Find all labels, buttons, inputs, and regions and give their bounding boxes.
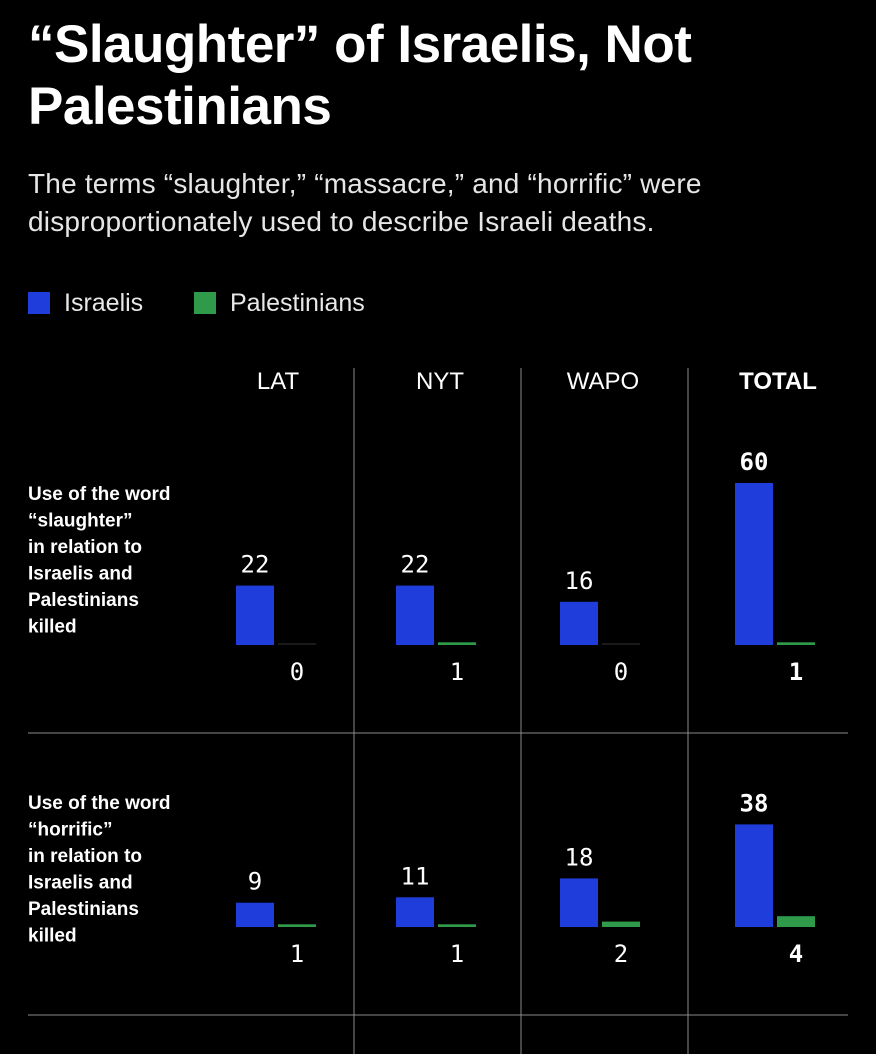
value-label-palestinians: 0 xyxy=(614,658,628,686)
bar-israelis-total xyxy=(735,483,773,645)
row-label-line: Israelis and xyxy=(28,564,133,585)
value-label-palestinians: 1 xyxy=(290,940,304,968)
row-label-line: Use of the word xyxy=(28,484,171,505)
value-label-israelis: 9 xyxy=(248,868,262,896)
value-label-palestinians: 4 xyxy=(789,940,803,968)
bar-israelis-wapo xyxy=(560,878,598,927)
bar-palestinians-wapo xyxy=(602,643,640,645)
chart: LAT NYT WAPO TOTAL Use of the word “slaughter… xyxy=(28,368,848,1054)
row-label-line: Israelis and xyxy=(28,873,133,894)
row-label-line: killed xyxy=(28,617,77,638)
row-label-line: “horrific” xyxy=(28,820,112,841)
bar-israelis-wapo xyxy=(560,601,598,645)
bar-palestinians-total xyxy=(777,642,815,645)
legend-label-israelis: Israelis xyxy=(64,289,144,317)
bar-palestinians-nyt xyxy=(438,642,476,645)
row-label-line: Palestinians xyxy=(28,899,139,920)
bar-israelis-nyt xyxy=(396,585,434,645)
chart-title: “Slaughter” of Israelis, Not Palestinian… xyxy=(28,15,692,136)
chart-subtitle: The terms “slaughter,” “massacre,” and “… xyxy=(28,168,702,237)
value-label-israelis: 16 xyxy=(565,567,594,595)
row-label-line: Use of the word xyxy=(28,793,171,814)
bar-palestinians-wapo xyxy=(602,921,640,927)
row-label-line: killed xyxy=(28,926,77,947)
value-label-israelis: 11 xyxy=(401,862,430,890)
column-header-total: TOTAL xyxy=(739,368,817,395)
value-label-palestinians: 1 xyxy=(789,658,803,686)
bar-palestinians-lat xyxy=(278,924,316,927)
value-label-israelis: 18 xyxy=(565,843,594,871)
legend-swatch-palestinians xyxy=(194,292,216,314)
bar-israelis-total xyxy=(735,824,773,927)
legend-label-palestinians: Palestinians xyxy=(230,289,365,317)
value-label-israelis: 22 xyxy=(241,551,270,579)
value-label-israelis: 38 xyxy=(740,789,769,817)
row-label-line: in relation to xyxy=(28,846,142,867)
column-header-wapo: WAPO xyxy=(567,368,639,395)
column-header-lat: LAT xyxy=(257,368,300,395)
bar-israelis-lat xyxy=(236,585,274,645)
value-label-israelis: 22 xyxy=(401,551,430,579)
bar-israelis-lat xyxy=(236,902,274,927)
bar-palestinians-total xyxy=(777,916,815,927)
value-label-palestinians: 2 xyxy=(614,940,628,968)
row-label-line: “slaughter” xyxy=(28,511,133,532)
bar-palestinians-lat xyxy=(278,643,316,645)
value-label-palestinians: 1 xyxy=(450,658,464,686)
value-label-palestinians: 0 xyxy=(290,658,304,686)
value-label-palestinians: 1 xyxy=(450,940,464,968)
value-label-israelis: 60 xyxy=(740,448,769,476)
row-label-line: Palestinians xyxy=(28,590,139,611)
column-header-nyt: NYT xyxy=(416,368,464,395)
legend-swatch-israelis xyxy=(28,292,50,314)
bar-israelis-nyt xyxy=(396,897,434,927)
bar-palestinians-nyt xyxy=(438,924,476,927)
row-label-line: in relation to xyxy=(28,537,142,558)
